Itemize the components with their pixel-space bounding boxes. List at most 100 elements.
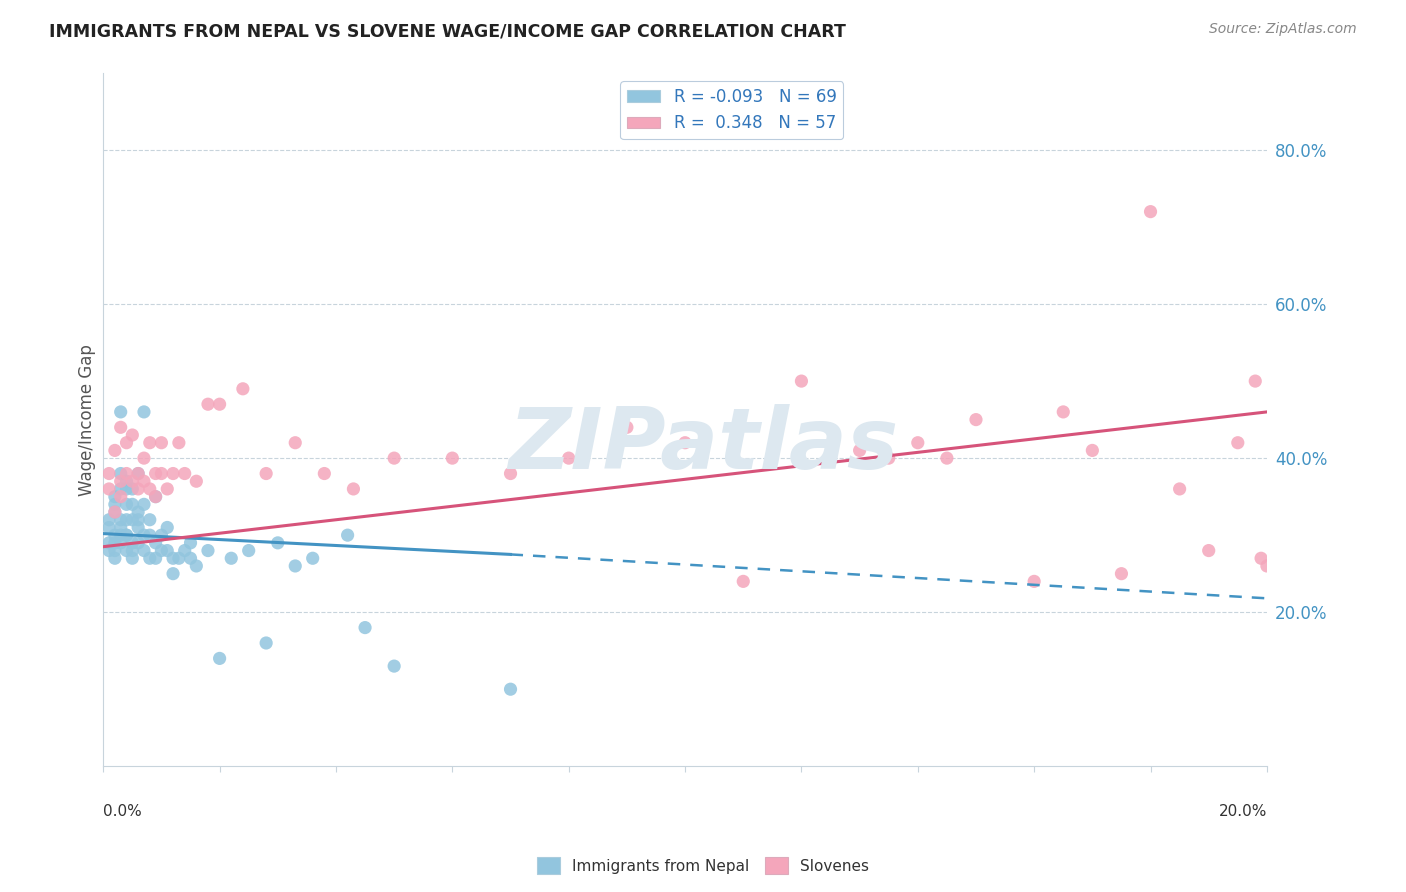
Point	[254, 467, 277, 481]
Point	[1052, 405, 1074, 419]
Point	[733, 574, 755, 589]
Point	[139, 551, 162, 566]
Point	[156, 543, 179, 558]
Point	[115, 543, 138, 558]
Point	[145, 490, 167, 504]
Point	[1111, 566, 1133, 581]
Point	[115, 528, 138, 542]
Text: IMMIGRANTS FROM NEPAL VS SLOVENE WAGE/INCOME GAP CORRELATION CHART: IMMIGRANTS FROM NEPAL VS SLOVENE WAGE/IN…	[49, 22, 846, 40]
Point	[208, 397, 231, 411]
Point	[877, 451, 900, 466]
Point	[197, 543, 219, 558]
Point	[139, 482, 162, 496]
Point	[127, 520, 149, 534]
Point	[267, 536, 290, 550]
Point	[180, 551, 202, 566]
Point	[314, 467, 336, 481]
Point	[848, 443, 870, 458]
Point	[965, 412, 987, 426]
Point	[162, 566, 184, 581]
Point	[132, 405, 155, 419]
Point	[110, 420, 132, 434]
Point	[104, 490, 127, 504]
Point	[186, 558, 208, 573]
Point	[110, 513, 132, 527]
Point	[616, 420, 638, 434]
Point	[145, 467, 167, 481]
Point	[127, 536, 149, 550]
Point	[127, 505, 149, 519]
Point	[156, 482, 179, 496]
Point	[139, 528, 162, 542]
Point	[121, 543, 143, 558]
Point	[1198, 543, 1220, 558]
Point	[145, 551, 167, 566]
Point	[121, 536, 143, 550]
Point	[173, 543, 195, 558]
Point	[104, 505, 127, 519]
Point	[110, 482, 132, 496]
Point	[254, 636, 277, 650]
Point	[132, 497, 155, 511]
Point	[132, 528, 155, 542]
Point	[98, 520, 121, 534]
Point	[110, 490, 132, 504]
Point	[121, 513, 143, 527]
Point	[115, 482, 138, 496]
Text: ZIPatlas: ZIPatlas	[508, 404, 898, 488]
Point	[115, 475, 138, 489]
Point	[127, 482, 149, 496]
Point	[173, 467, 195, 481]
Text: Source: ZipAtlas.com: Source: ZipAtlas.com	[1209, 22, 1357, 37]
Point	[1250, 551, 1272, 566]
Point	[121, 475, 143, 489]
Point	[145, 490, 167, 504]
Point	[104, 497, 127, 511]
Point	[162, 467, 184, 481]
Point	[342, 482, 364, 496]
Point	[127, 467, 149, 481]
Point	[1139, 204, 1161, 219]
Point	[121, 482, 143, 496]
Point	[150, 467, 173, 481]
Point	[98, 482, 121, 496]
Point	[127, 513, 149, 527]
Point	[208, 651, 231, 665]
Point	[238, 543, 260, 558]
Point	[284, 558, 307, 573]
Point	[104, 443, 127, 458]
Point	[104, 543, 127, 558]
Text: 20.0%: 20.0%	[1219, 805, 1267, 820]
Point	[1081, 443, 1104, 458]
Point	[167, 435, 190, 450]
Point	[104, 536, 127, 550]
Point	[1226, 435, 1249, 450]
Point	[132, 451, 155, 466]
Point	[121, 551, 143, 566]
Point	[104, 505, 127, 519]
Point	[115, 497, 138, 511]
Point	[139, 513, 162, 527]
Point	[557, 451, 579, 466]
Point	[115, 513, 138, 527]
Point	[104, 528, 127, 542]
Point	[98, 513, 121, 527]
Point	[132, 543, 155, 558]
Point	[167, 551, 190, 566]
Point	[935, 451, 957, 466]
Point	[1024, 574, 1046, 589]
Point	[150, 543, 173, 558]
Point	[110, 520, 132, 534]
Point	[162, 551, 184, 566]
Point	[180, 536, 202, 550]
Text: 0.0%: 0.0%	[103, 805, 142, 820]
Point	[499, 682, 522, 697]
Point	[98, 536, 121, 550]
Point	[139, 435, 162, 450]
Y-axis label: Wage/Income Gap: Wage/Income Gap	[79, 343, 96, 496]
Point	[232, 382, 254, 396]
Point	[110, 528, 132, 542]
Point	[197, 397, 219, 411]
Point	[284, 435, 307, 450]
Point	[110, 536, 132, 550]
